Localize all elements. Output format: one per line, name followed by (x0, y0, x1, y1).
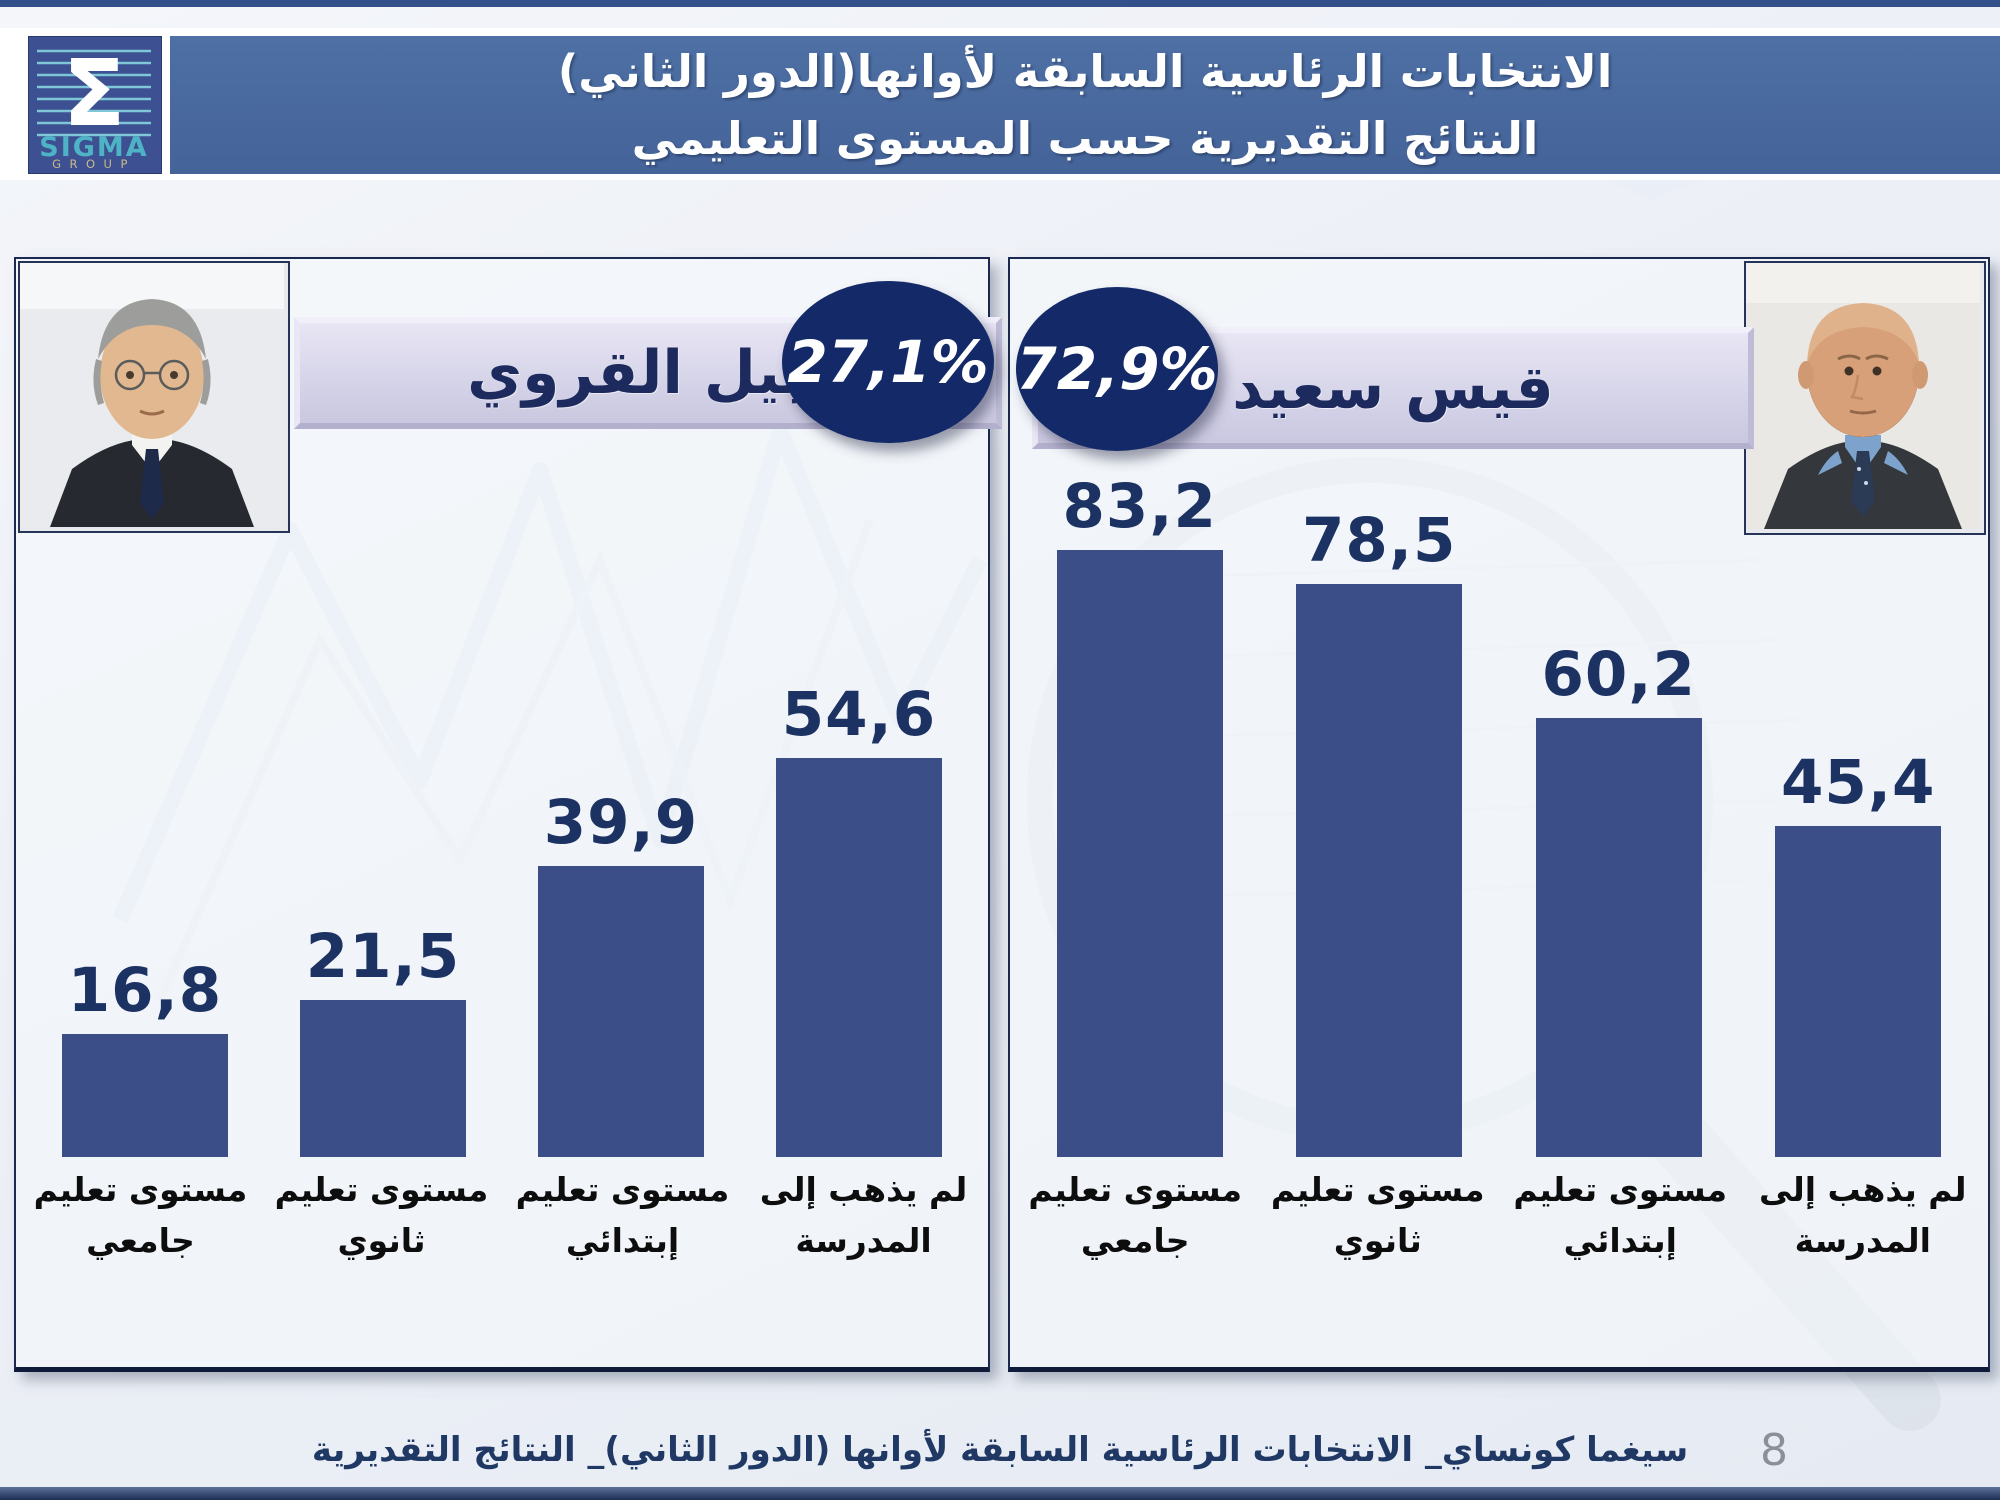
bar-group: 54,6 (745, 679, 973, 1157)
top-border-line (0, 0, 2000, 7)
bar-value-label: 39,9 (543, 787, 699, 858)
bar-chart-kais-saied: 83,2 78,5 60,2 45,4 (1020, 397, 1978, 1157)
category-label: لم يذهب إلى المدرسة (1758, 1170, 1967, 1261)
sigma-group-logo: Σ SIGMA GROUP (28, 36, 162, 174)
bar-group: 21,5 (269, 921, 497, 1157)
bar-value-label: 16,8 (67, 955, 223, 1026)
nabil-karoui-portrait-illustration (20, 263, 284, 527)
bar-value-label: 78,5 (1301, 505, 1457, 576)
bar-group: 39,9 (507, 787, 735, 1157)
bar (1296, 584, 1463, 1157)
svg-text:GROUP: GROUP (52, 157, 136, 171)
candidate-name-kais-saied: قيس سعيد (1032, 327, 1754, 449)
bar-value-label: 21,5 (305, 921, 461, 992)
total-share-nabil-karoui: 27,1% (782, 281, 994, 443)
bar-group: 16,8 (31, 955, 259, 1157)
title-line-2: النتائج التقديرية حسب المستوى التعليمي (631, 112, 1539, 165)
panel-kais-saied: قيس سعيد 72,9% 83,2 78,5 60,2 45,4 مستوى تع… (1008, 257, 1990, 1372)
bar-value-label: 83,2 (1062, 471, 1217, 542)
bar-value-label: 60,2 (1541, 639, 1696, 710)
category-label: مستوى تعليم إبتدائي (515, 1170, 730, 1261)
bar (538, 866, 704, 1157)
bar-value-label: 45,4 (1780, 747, 1936, 818)
panel-nabil-karoui: نبيل القروي 27,1% 16,8 21,5 39,9 54,6 مستوى… (14, 257, 1002, 1372)
candidate-photo-nabil-karoui (18, 261, 290, 533)
category-labels-nabil-karoui: مستوى تعليم جامعي مستوى تعليم ثانوي مستوى تع… (20, 1164, 984, 1266)
category-label: مستوى تعليم جامعي (33, 1170, 248, 1261)
sigma-logo-icon: Σ SIGMA GROUP (29, 37, 159, 171)
footer-source-text: سيغما كونساي_ الانتخابات الرئاسية السابق… (311, 1430, 1689, 1470)
category-label: مستوى تعليم إبتدائي (1513, 1170, 1728, 1261)
bar (1056, 550, 1223, 1157)
kais-saied-portrait-illustration (1746, 263, 1980, 529)
bar (1775, 826, 1942, 1157)
bar-group: 45,4 (1743, 747, 1973, 1157)
bar (300, 1000, 466, 1157)
bar-value-label: 54,6 (781, 679, 937, 750)
category-label: مستوى تعليم ثانوي (274, 1170, 489, 1261)
category-labels-kais-saied: مستوى تعليم جامعي مستوى تعليم ثانوي مستوى تع… (1014, 1164, 1984, 1266)
category-label: مستوى تعليم جامعي (1028, 1170, 1243, 1261)
bar (62, 1034, 228, 1157)
bar-group: 83,2 (1025, 471, 1255, 1157)
category-label: لم يذهب إلى المدرسة (759, 1170, 968, 1261)
bar-chart-nabil-karoui: 16,8 21,5 39,9 54,6 (26, 397, 978, 1157)
svg-text:Σ: Σ (63, 40, 126, 147)
category-label: مستوى تعليم ثانوي (1270, 1170, 1485, 1261)
candidate-photo-kais-saied (1744, 261, 1986, 535)
bar-group: 60,2 (1504, 639, 1734, 1157)
bottom-border-bar (0, 1487, 2000, 1500)
bar (776, 758, 942, 1157)
svg-text:SIGMA: SIGMA (39, 132, 148, 163)
title-line-1: الانتخابات الرئاسية السابقة لأوانها(الدو… (557, 44, 1613, 98)
slide-title-band: الانتخابات الرئاسية السابقة لأوانها(الدو… (170, 36, 2000, 174)
bar-group: 78,5 (1264, 505, 1494, 1157)
bar (1535, 718, 1702, 1157)
total-share-kais-saied: 72,9% (1016, 287, 1218, 451)
page-number: 8 (1760, 1425, 1788, 1476)
